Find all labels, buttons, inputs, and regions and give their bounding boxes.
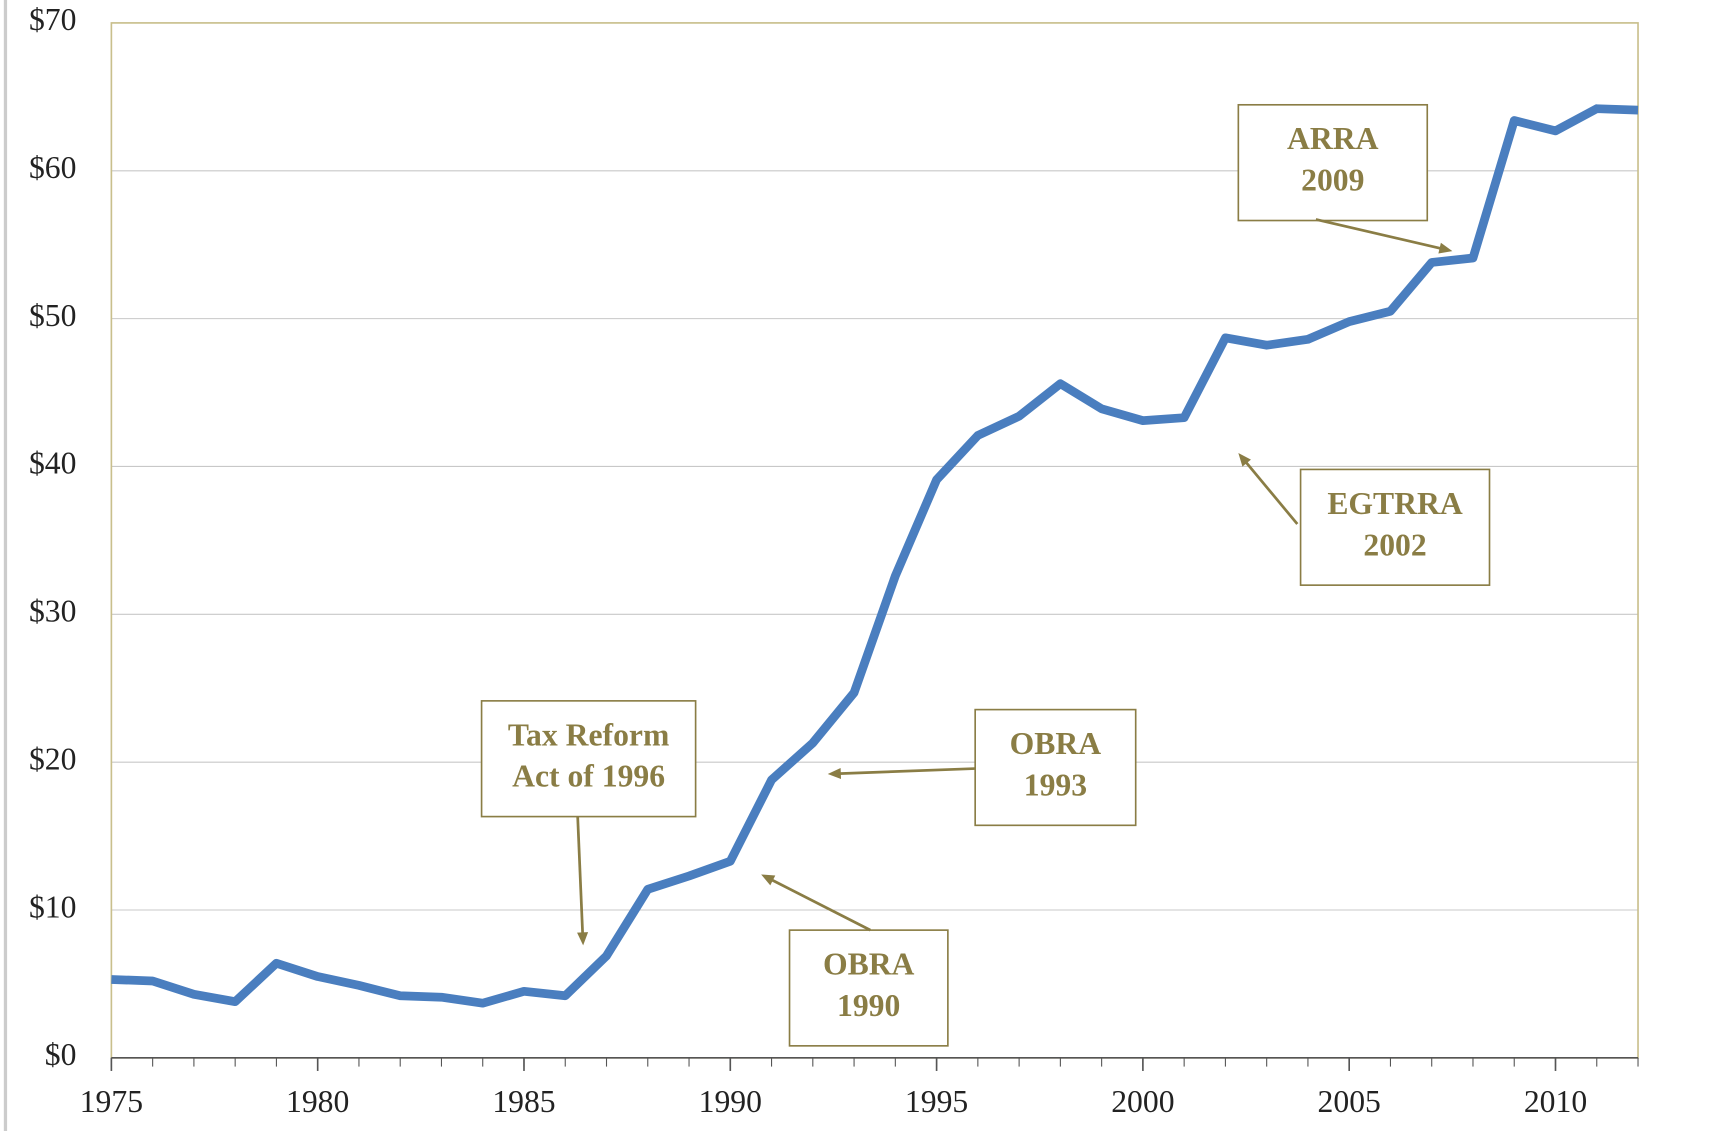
annotation-box [788, 929, 949, 1047]
y-tick-label: $0 [45, 1037, 77, 1072]
arrow-head [761, 874, 776, 886]
annotation-arrow [576, 816, 585, 935]
annotation-arrow [770, 878, 871, 932]
x-tick-label: 1985 [492, 1084, 555, 1119]
annotation-arrow [1244, 460, 1299, 525]
x-tick-label: 1980 [286, 1084, 349, 1119]
annotation-text: Act of 1996 [512, 759, 665, 794]
arrow-head [827, 768, 842, 780]
y-tick-label: $20 [29, 741, 76, 776]
annotation-text: ARRA [1287, 121, 1379, 156]
y-tick-label: $40 [29, 446, 76, 481]
annotation-box [480, 700, 697, 818]
x-tick-label: 1995 [905, 1084, 968, 1119]
annotation-text: 2002 [1363, 527, 1426, 562]
x-tick-label: 2000 [1111, 1084, 1174, 1119]
annotation-arrow [1315, 218, 1442, 250]
y-tick-label: $50 [29, 298, 76, 333]
x-tick-label: 2005 [1318, 1084, 1381, 1119]
annotation-text: 1993 [1024, 767, 1087, 802]
y-tick-label: $10 [29, 889, 76, 924]
annotation-text: 2009 [1301, 163, 1364, 198]
x-tick-label: 1990 [699, 1084, 762, 1119]
annotation-text: Tax Reform [508, 717, 670, 752]
y-tick-label: $60 [29, 150, 76, 185]
annotation-text: EGTRRA [1327, 486, 1463, 521]
annotation-text: OBRA [1010, 726, 1102, 761]
x-tick-label: 2010 [1524, 1084, 1587, 1119]
arrow-head [1238, 453, 1251, 467]
annotation-box [974, 708, 1137, 827]
annotation-box [1237, 103, 1429, 222]
y-tick-label: $30 [29, 594, 76, 629]
y-tick-label: $70 [29, 2, 76, 37]
annotation-arrow [839, 767, 976, 775]
annotation-box [1299, 468, 1491, 586]
line [111, 104, 1639, 1008]
arrow-head [1438, 242, 1453, 254]
annotation-text: 1990 [837, 988, 900, 1023]
x-tick-label: 1975 [80, 1084, 143, 1119]
annotation-text: OBRA [823, 947, 915, 982]
arrow-head [577, 932, 589, 946]
